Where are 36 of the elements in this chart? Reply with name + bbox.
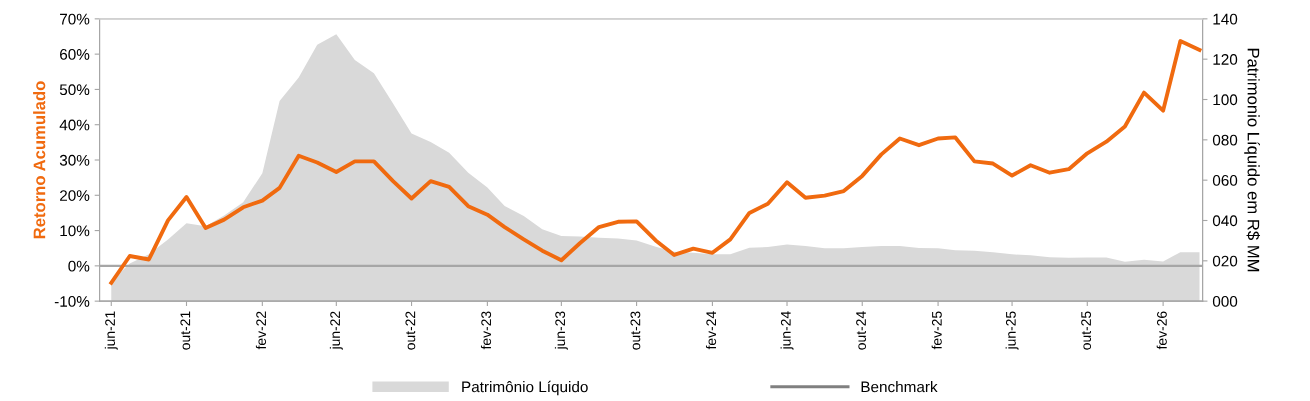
y2-axis-title: Patrimonio Líquido em R$ MM — [1244, 48, 1261, 272]
x-tick-label: out-23 — [630, 311, 641, 350]
legend-label: Benchmark — [861, 381, 938, 393]
y2-tick-label: 000 — [1212, 296, 1238, 307]
y-tick-label: 10% — [60, 225, 90, 237]
x-tick-label: jun-24 — [780, 311, 794, 350]
y2-tick-label: 040 — [1212, 215, 1238, 227]
x-tick-label: out-22 — [405, 311, 416, 350]
y-tick-label: 70% — [60, 13, 90, 25]
y2-tick-label: 020 — [1212, 255, 1238, 267]
y2-tick-label: 100 — [1213, 94, 1238, 106]
y2-tick-label: 060 — [1212, 175, 1238, 186]
y-tick-label: 30% — [59, 154, 90, 166]
y-tick-label: 20% — [60, 190, 90, 201]
y2-tick-label: 140 — [1213, 13, 1238, 25]
x-tick-label: jun-23 — [554, 311, 568, 350]
y-tick-label: 40% — [59, 119, 90, 131]
x-tick-label: fev-26 — [1156, 311, 1167, 350]
y-axis-title: Retorno Acumulado — [33, 81, 46, 239]
x-tick-label: jun-25 — [1005, 311, 1019, 350]
x-tick-label: out-24 — [856, 311, 866, 350]
x-tick-label: out-21 — [180, 311, 191, 350]
x-tick-label: fev-22 — [255, 311, 267, 350]
x-tick-label: jun-22 — [329, 311, 343, 350]
y-tick-label: 50% — [59, 84, 90, 96]
x-tick-label: fev-23 — [480, 311, 492, 350]
x-tick-label: fev-25 — [931, 311, 942, 350]
y2-tick-label: 120 — [1213, 54, 1238, 65]
x-tick-label: out-25 — [1081, 311, 1092, 350]
y-tick-label: 60% — [60, 49, 90, 60]
x-tick-label: fev-24 — [705, 311, 717, 350]
x-tick-label: jun-21 — [104, 311, 118, 350]
y-tick-label: -10% — [54, 296, 90, 307]
y2-tick-label: 080 — [1212, 134, 1238, 146]
legend-label: Patrimônio Líquido — [462, 380, 588, 396]
y-tick-label: 0% — [68, 260, 90, 272]
